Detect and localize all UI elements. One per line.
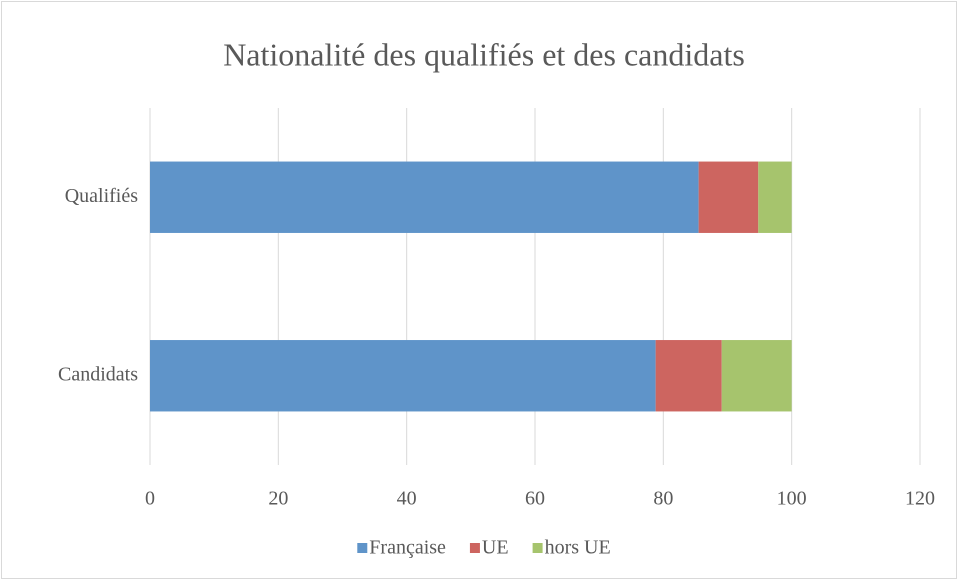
y-tick-label: Qualifiés xyxy=(65,185,139,207)
y-tick-label: Candidats xyxy=(58,363,138,385)
legend-label: UE xyxy=(482,537,509,559)
x-tick-label: 100 xyxy=(777,488,807,510)
bar-segment xyxy=(655,340,722,412)
x-tick-label: 20 xyxy=(268,488,288,510)
bar-segment xyxy=(150,340,656,412)
legend-swatch xyxy=(469,543,480,553)
x-tick-label: 80 xyxy=(653,488,673,510)
bar-segment xyxy=(758,161,792,233)
bar-segment xyxy=(721,340,792,412)
x-tick-label: 60 xyxy=(525,488,545,510)
legend-label: Française xyxy=(369,537,446,559)
legend-label: hors UE xyxy=(545,537,611,559)
x-tick-label: 0 xyxy=(145,488,155,510)
legend-swatch xyxy=(532,543,543,553)
x-tick-label: 120 xyxy=(905,488,935,510)
bar-segment xyxy=(698,161,759,233)
chart-title: Nationalité des qualifiés et des candida… xyxy=(223,36,745,72)
legend-swatch xyxy=(357,543,368,553)
bar-segment xyxy=(150,161,699,233)
x-tick-label: 40 xyxy=(397,488,417,510)
